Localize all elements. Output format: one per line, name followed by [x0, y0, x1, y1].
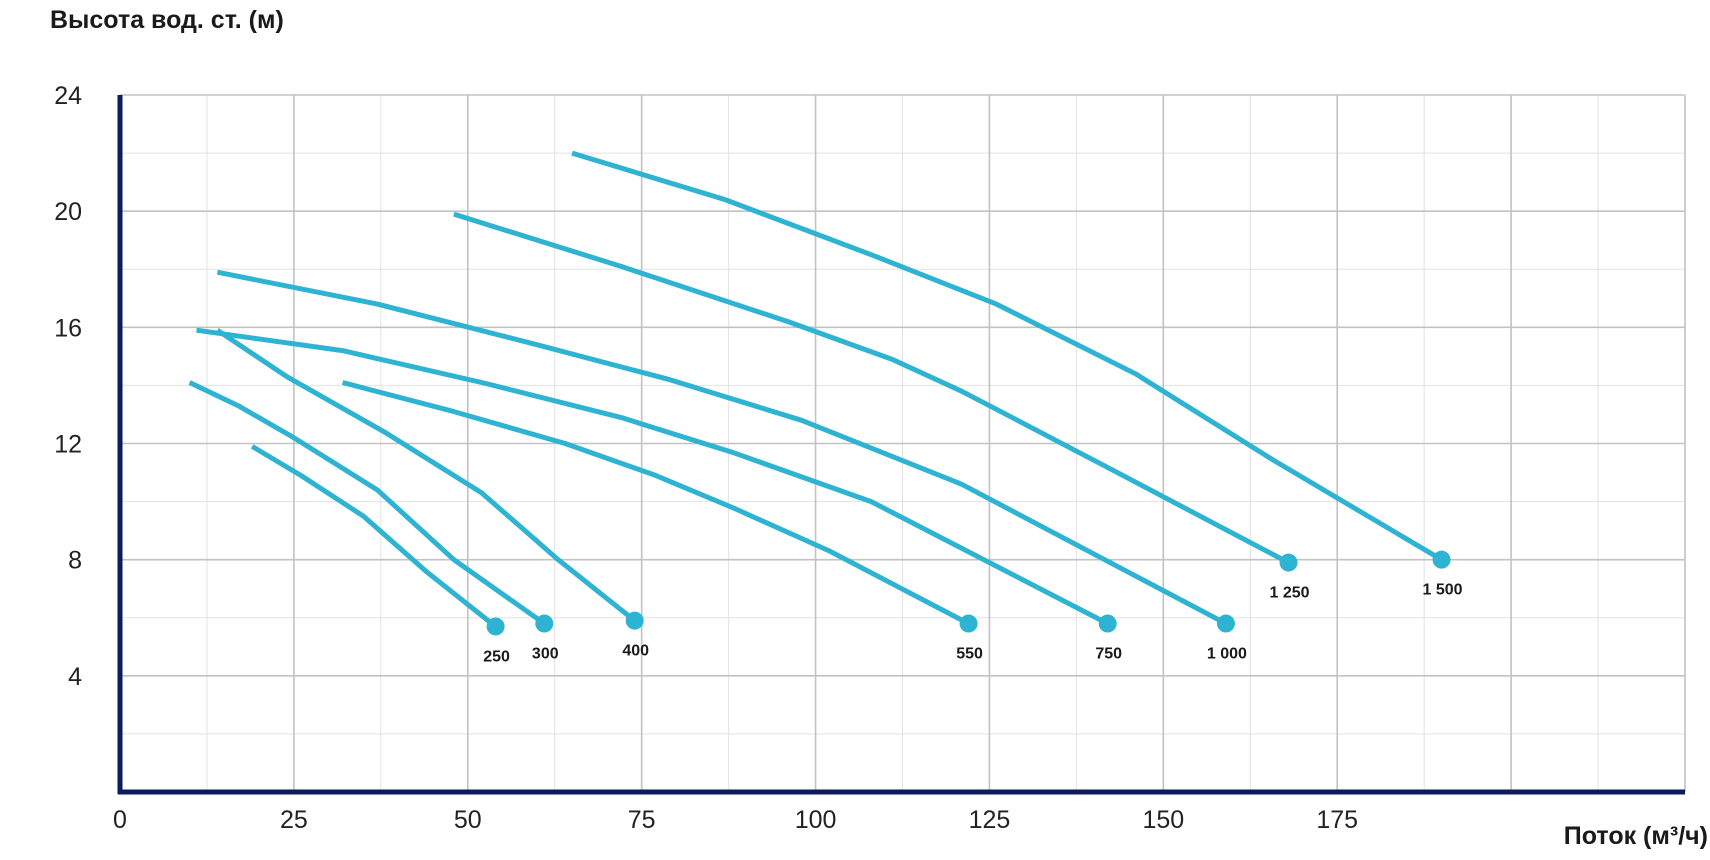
series-label-1000: 1 000 [1207, 646, 1247, 663]
series-endpoint-1250 [1279, 553, 1298, 572]
series-line-550 [341, 380, 970, 626]
series-endpoint-1000 [1216, 614, 1235, 633]
x-tick-label: 125 [969, 806, 1011, 834]
series-label-1500: 1 500 [1423, 582, 1463, 599]
series-line-300 [188, 380, 546, 626]
series-layer [188, 150, 1451, 636]
x-tick-label: 75 [628, 806, 656, 834]
series-label-1250: 1 250 [1270, 585, 1310, 602]
series-endpoint-400 [625, 611, 644, 630]
y-tick-label: 12 [54, 431, 82, 459]
x-tick-label: 150 [1142, 806, 1184, 834]
x-axis-label: Поток (м³/ч) [1563, 822, 1708, 850]
series-line-1000 [216, 269, 1228, 626]
series-line-400 [216, 328, 637, 623]
y-tick-label: 20 [54, 198, 82, 226]
y-tick-label: 16 [54, 314, 82, 342]
axis-layer [117, 95, 1685, 795]
series-label-550: 550 [956, 646, 983, 663]
series-endpoint-550 [959, 614, 978, 633]
grid-layer [120, 94, 1686, 792]
series-endpoint-300 [535, 614, 554, 633]
series-line-250 [250, 444, 498, 629]
x-tick-label: 100 [795, 806, 837, 834]
series-endpoint-750 [1098, 614, 1117, 633]
series-line-1500 [571, 150, 1443, 562]
y-axis-label: Высота вод. ст. (м) [50, 6, 284, 34]
x-tick-label: 25 [280, 806, 308, 834]
tick-layer: 0 25 50 75 100 125 150 175 4 8 12 16 20 24 [54, 82, 1358, 834]
x-tick-label: 175 [1316, 806, 1358, 834]
y-tick-label: 4 [68, 663, 82, 691]
series-line-1250 [453, 211, 1290, 565]
series-endpoint-1500 [1432, 550, 1451, 569]
label-layer: 250 300 400 550 750 1 000 1 250 1 500 [483, 582, 1462, 666]
series-line-750 [196, 327, 1109, 626]
series-label-300: 300 [532, 646, 559, 663]
y-tick-label: 24 [54, 82, 82, 110]
x-tick-label: 0 [113, 806, 127, 834]
series-label-400: 400 [622, 643, 649, 660]
series-endpoint-250 [486, 617, 505, 636]
series-label-750: 750 [1095, 646, 1122, 663]
series-label-250: 250 [483, 648, 510, 665]
x-tick-label: 50 [454, 806, 482, 834]
y-tick-label: 8 [68, 547, 82, 575]
